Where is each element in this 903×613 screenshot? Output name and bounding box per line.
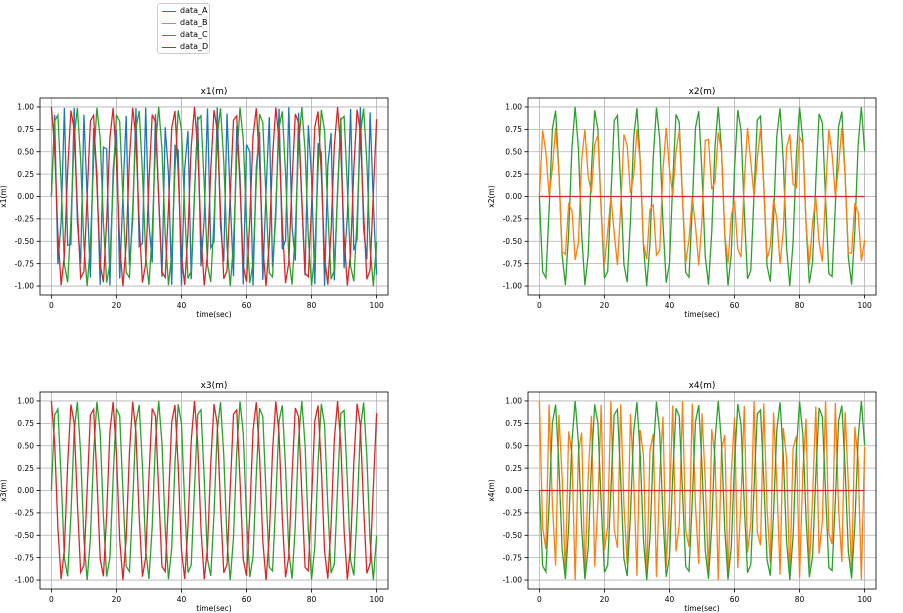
y-tick-label: 0.25 xyxy=(505,464,522,473)
y-tick-label: 0.50 xyxy=(17,441,34,450)
x-tick-label: 100 xyxy=(857,595,872,604)
y-tick-label: -0.75 xyxy=(503,553,523,562)
y-tick-label: -1.00 xyxy=(503,282,523,291)
legend-label: data_B xyxy=(180,18,208,27)
x-tick-label: 100 xyxy=(857,301,872,310)
series-line-data_B xyxy=(538,400,866,581)
y-axis-label: x4(m) xyxy=(487,479,496,501)
x-axis-label: time(sec) xyxy=(684,310,720,319)
series-line-data_D xyxy=(50,400,378,581)
y-tick-label: -0.25 xyxy=(15,215,35,224)
y-axis-label: x1(m) xyxy=(0,185,8,207)
series-line-data_C xyxy=(50,400,378,581)
x-tick-label: 60 xyxy=(730,301,740,310)
y-tick-label: -1.00 xyxy=(15,282,35,291)
legend-item-data-d: data_D xyxy=(162,41,208,53)
legend-swatch xyxy=(162,34,176,36)
y-tick-label: 0.75 xyxy=(17,419,34,428)
legend-label: data_D xyxy=(180,42,209,51)
x-tick-label: 100 xyxy=(369,301,384,310)
subplot-3: 0 20 40 60 80 100 -1.00 -0.75 -0.50 -0.25 0.00 0.25… xyxy=(0,381,389,613)
y-tick-label: 0.00 xyxy=(505,486,522,495)
x-tick-label: 80 xyxy=(795,595,805,604)
series-line-data_C xyxy=(538,400,866,581)
y-tick-label: -0.50 xyxy=(503,237,523,246)
y-tick-label: 0.50 xyxy=(505,147,522,156)
x-tick-label: 0 xyxy=(537,301,542,310)
subplot-4: 0 20 40 60 80 100 -1.00 -0.75 -0.50 -0.25 0.00 0.25… xyxy=(487,381,877,613)
legend-label: data_C xyxy=(180,30,208,39)
series-line-data_C xyxy=(538,106,866,287)
series-line-data_B xyxy=(538,127,866,266)
legend-swatch xyxy=(162,46,176,48)
y-tick-label: -0.50 xyxy=(15,237,35,246)
y-tick-label: 1.00 xyxy=(505,103,522,112)
x-tick-label: 0 xyxy=(537,595,542,604)
y-tick-label: -1.00 xyxy=(503,576,523,585)
x-tick-label: 40 xyxy=(665,301,675,310)
y-tick-label: -0.50 xyxy=(503,531,523,540)
y-tick-label: -0.75 xyxy=(15,259,35,268)
x-tick-label: 20 xyxy=(600,301,610,310)
legend-item-data-a: data_A xyxy=(162,5,208,17)
y-tick-label: -0.75 xyxy=(15,553,35,562)
y-tick-label: 1.00 xyxy=(505,397,522,406)
y-tick-label: 0.25 xyxy=(17,464,34,473)
x-axis-label: time(sec) xyxy=(196,310,232,319)
x-tick-label: 20 xyxy=(600,595,610,604)
y-tick-label: 0.00 xyxy=(17,486,34,495)
chart-title: x2(m) xyxy=(689,87,716,97)
x-tick-label: 60 xyxy=(242,595,252,604)
x-tick-label: 20 xyxy=(112,301,122,310)
y-tick-label: 0.75 xyxy=(505,125,522,134)
y-tick-label: 0.00 xyxy=(505,192,522,201)
x-tick-label: 0 xyxy=(49,301,54,310)
y-tick-label: 1.00 xyxy=(17,397,34,406)
legend-item-data-b: data_B xyxy=(162,17,208,29)
y-tick-label: -0.50 xyxy=(15,531,35,540)
y-tick-label: 0.50 xyxy=(505,441,522,450)
y-tick-label: 0.00 xyxy=(17,192,34,201)
x-tick-label: 40 xyxy=(177,595,187,604)
x-tick-label: 40 xyxy=(177,301,187,310)
y-tick-label: -1.00 xyxy=(15,576,35,585)
x-tick-label: 100 xyxy=(369,595,384,604)
x-tick-label: 60 xyxy=(242,301,252,310)
y-tick-label: 0.25 xyxy=(505,170,522,179)
legend-label: data_A xyxy=(180,6,208,15)
chart-title: x1(m) xyxy=(201,87,228,97)
x-tick-label: 80 xyxy=(307,595,317,604)
legend-swatch xyxy=(162,10,176,12)
subplot-2: 0 20 40 60 80 100 -1.00 -0.75 -0.50 -0.25 0.00 0.25… xyxy=(487,87,877,319)
chart-title: x4(m) xyxy=(689,381,716,391)
y-tick-label: 1.00 xyxy=(17,103,34,112)
legend-item-data-c: data_C xyxy=(162,29,208,41)
y-tick-label: -0.25 xyxy=(503,509,523,518)
y-axis-label: x3(m) xyxy=(0,479,8,501)
x-tick-label: 60 xyxy=(730,595,740,604)
series-line-data_C xyxy=(50,106,378,287)
y-tick-label: 0.25 xyxy=(17,170,34,179)
legend: data_A data_B data_C data_D xyxy=(157,3,210,54)
y-tick-label: -0.75 xyxy=(503,259,523,268)
x-axis-label: time(sec) xyxy=(684,604,720,613)
legend-swatch xyxy=(162,22,176,24)
subplot-1: 0 20 40 60 80 100 -1.00 -0.75 -0.50 -0.25 0.00 0.25… xyxy=(0,87,389,319)
y-tick-label: -0.25 xyxy=(503,215,523,224)
chart-title: x3(m) xyxy=(201,381,228,391)
x-tick-label: 40 xyxy=(665,595,675,604)
x-tick-label: 20 xyxy=(112,595,122,604)
y-tick-label: 0.75 xyxy=(505,419,522,428)
y-axis-label: x2(m) xyxy=(487,185,496,207)
series-line-data_D xyxy=(50,106,378,287)
x-axis-label: time(sec) xyxy=(196,604,232,613)
x-tick-label: 0 xyxy=(49,595,54,604)
x-tick-label: 80 xyxy=(307,301,317,310)
x-tick-label: 80 xyxy=(795,301,805,310)
y-tick-label: 0.50 xyxy=(17,147,34,156)
y-tick-label: -0.25 xyxy=(15,509,35,518)
y-tick-label: 0.75 xyxy=(17,125,34,134)
